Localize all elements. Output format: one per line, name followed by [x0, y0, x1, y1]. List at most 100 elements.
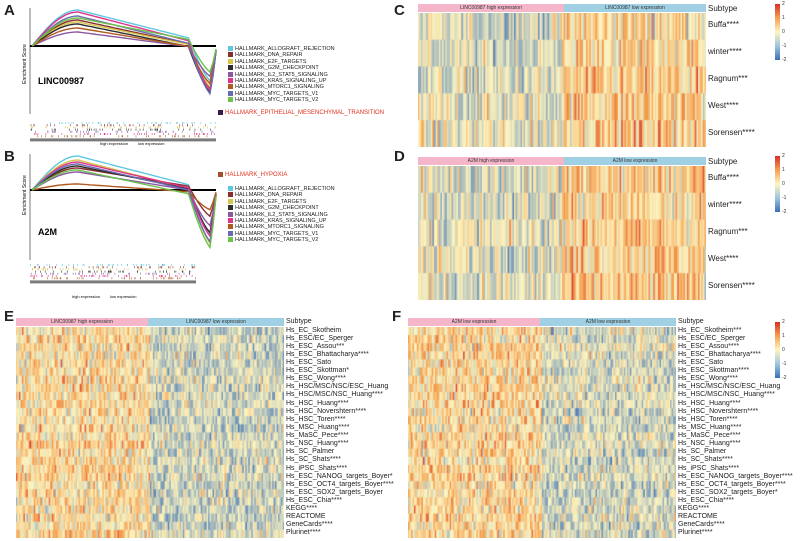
heatmap-row-label: Buffa**** — [708, 20, 739, 30]
heatmap-row-label: Plurinet**** — [678, 529, 713, 537]
panel-a-label: A — [4, 2, 15, 19]
enrichment-curve — [31, 11, 217, 92]
header-c-low: LINC00987 low expression — [564, 4, 706, 12]
legend-swatch — [228, 58, 233, 64]
heatmap-row-label: Hs_NSC_Huang**** — [678, 440, 741, 448]
a-legend-item: HALLMARK_MYC_TARGETS_V1 — [228, 91, 318, 97]
enrichment-curves-a — [31, 9, 217, 96]
legend-label: HALLMARK_KRAS_SIGNALING_UP — [235, 218, 327, 224]
ylabel-a: Enrichment Score — [22, 44, 28, 84]
header-d-high: A2M high expression — [418, 157, 564, 165]
legend-swatch — [228, 224, 233, 230]
legend-label: HALLMARK_MTORC1_SIGNALING — [235, 84, 324, 91]
heatmap-row-label: Hs_ESC/EC_Sperger — [286, 334, 354, 342]
legend-label: HALLMARK_G2M_CHECKPOINT — [235, 205, 319, 212]
gene-label-a: LINC00987 — [38, 76, 84, 86]
colorbar-tick: 2 — [782, 153, 785, 159]
header-f-high: A2M low expression — [408, 318, 540, 326]
b-legend-item: HALLMARK_ALLOGRAFT_REJECTION — [228, 186, 335, 192]
b-legend-item: HALLMARK_MYC_TARGETS_V2 — [228, 237, 318, 243]
highlight-text-b: HALLMARK_HYPOXIA — [225, 172, 288, 179]
legend-label: HALLMARK_ALLOGRAFT_REJECTION — [235, 186, 335, 192]
colorbar-tick: -1 — [782, 195, 787, 201]
heatmap-row-label: Hs_MaSC_Pece**** — [286, 432, 349, 440]
heatmap-d — [418, 166, 706, 300]
heatmap-row-label: Hs_ESC_Sato — [678, 359, 724, 367]
subtype-e: Subtype — [286, 318, 312, 325]
heatmap-f — [408, 327, 676, 538]
legend-label: HALLMARK_MYC_TARGETS_V2 — [235, 97, 319, 104]
legend-label: HALLMARK_DNA_REPAIR — [235, 192, 303, 199]
b-legend-item: HALLMARK_KRAS_SIGNALING_UP — [228, 218, 326, 224]
enrichment-curves-b — [31, 155, 217, 250]
heatmap-row-label: Ragnum*** — [708, 74, 748, 83]
heatmap-row-label: Hs_ESC_Skottman**** — [678, 367, 750, 375]
heatmap-row-label: KEGG**** — [286, 505, 318, 513]
highlight-swatch-b — [218, 172, 223, 177]
heatmap-row-label: KEGG**** — [678, 505, 710, 513]
panel-c-label: C — [394, 2, 405, 19]
legend-label: HALLMARK_DNA_REPAIR — [235, 52, 303, 59]
legend-label: HALLMARK_E2F_TARGETS — [235, 58, 307, 65]
legend-label: HALLMARK_IL2_STAT5_SIGNALING — [235, 211, 328, 218]
colorbar-tick: 1 — [782, 333, 785, 339]
heatmap-row-label: Hs_HSC_Toren**** — [678, 415, 738, 423]
legend-swatch — [228, 205, 233, 211]
heatmap-row-label: Hs_ESC_SOX2_targets_Boyer* — [678, 488, 778, 496]
heatmap-row-label: Hs_ESC_OCT4_targets_Boyer**** — [678, 480, 786, 488]
enrichment-curve — [31, 27, 217, 85]
heatmap-row-label: Hs_MSC_Huang**** — [678, 423, 742, 431]
subtype-d: Subtype — [708, 157, 738, 166]
legend-swatch — [228, 97, 233, 103]
enrichment-curve — [31, 183, 217, 211]
heatmap-row-label: REACTOME — [286, 513, 326, 521]
heatmap-row-label: Hs_ESC_Skottman* — [286, 367, 350, 375]
heatmap-row-label: Hs_ESC_Chia**** — [678, 496, 735, 504]
gene-label-b: A2M — [38, 227, 57, 237]
legend-swatch — [228, 65, 233, 71]
heatmap-row-label: Buffa**** — [708, 173, 739, 183]
colorbar-tick: 1 — [782, 15, 785, 21]
colorbar-tick: 1 — [782, 167, 785, 173]
axis-low-b: low expression — [110, 294, 136, 299]
heatmap-row-label: GeneCards**** — [678, 521, 725, 529]
highlight-a: HALLMARK_EPITHELIAL_MESENCHYMAL_TRANSITI… — [218, 110, 384, 116]
panel-e-label: E — [4, 308, 15, 325]
heatmap-row-label: Ragnum*** — [708, 227, 748, 236]
heatmap-row-label: Hs_HSC_Novershtern**** — [678, 407, 759, 415]
heatmap-row-label: Hs_HSC_Huang**** — [678, 399, 741, 407]
enrichment-curve — [31, 163, 217, 244]
heatmap-row-label: Hs_HSC_Novershtern**** — [286, 407, 367, 415]
enrichment-curve — [31, 17, 217, 74]
legend-swatch — [228, 84, 233, 90]
panel-d-label: D — [394, 148, 405, 165]
heatmap-row-label: Hs_ESC_OCT4_targets_Boyer**** — [286, 480, 394, 488]
header-e-low: LINC00987 low expression — [148, 318, 284, 326]
axis-high-a: high expression — [100, 141, 128, 146]
heatmap-row-label: REACTOME — [678, 513, 718, 521]
heatmap-row-label: Hs_EC_Skotheim*** — [678, 326, 742, 334]
a-legend-item: HALLMARK_MYC_TARGETS_V2 — [228, 97, 318, 103]
legend-label: HALLMARK_MYC_TARGETS_V2 — [235, 237, 319, 244]
a-legend-item: HALLMARK_G2M_CHECKPOINT — [228, 65, 319, 71]
heatmap-row-label: Plurinet**** — [286, 529, 321, 537]
heatmap-row-label: Hs_iPSC_Shats**** — [286, 464, 348, 472]
heatmap-row-label: Hs_ESC_NANOG_targets_Boyer* — [286, 472, 393, 480]
heatmap-row-label: Hs_HSC_Toren**** — [286, 415, 346, 423]
a-legend-item: HALLMARK_MTORC1_SIGNALING — [228, 84, 324, 90]
highlight-text-a: HALLMARK_EPITHELIAL_MESENCHYMAL_TRANSITI… — [225, 110, 385, 117]
highlight-b: HALLMARK_HYPOXIA — [218, 172, 287, 178]
legend-swatch — [228, 211, 233, 217]
heatmap-row-label: Hs_ESC_NANOG_targets_Boyer**** — [678, 472, 793, 480]
rank-ticks-b — [30, 264, 196, 284]
heatmap-row-label: Hs_ESC_Bhattacharya**** — [286, 350, 369, 358]
legend-swatch — [228, 237, 233, 243]
heatmap-row-label: Hs_ESC_Bhattacharya**** — [678, 350, 761, 358]
heatmap-row-label: winter**** — [708, 200, 742, 210]
header-d-low: A2M low expression — [564, 157, 706, 165]
colorbar-tick: -1 — [782, 361, 787, 367]
heatmap-c — [418, 13, 706, 147]
legend-label: HALLMARK_ALLOGRAFT_REJECTION — [235, 46, 335, 52]
legend-swatch — [228, 46, 233, 52]
legend-swatch — [228, 198, 233, 204]
